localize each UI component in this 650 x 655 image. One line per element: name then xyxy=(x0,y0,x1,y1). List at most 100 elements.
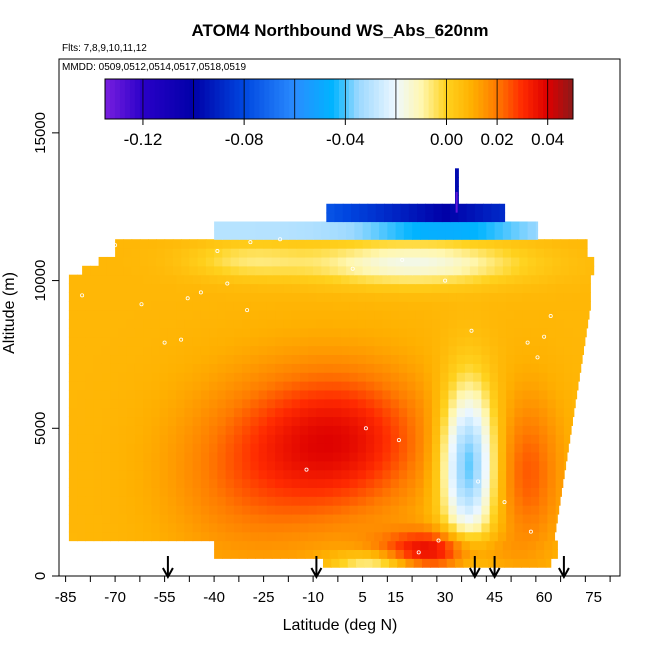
heatmap-cell xyxy=(258,407,268,418)
heatmap-cell xyxy=(238,230,248,240)
heatmap-cell xyxy=(266,363,276,373)
heatmap-cell xyxy=(440,496,449,506)
heatmap-cell xyxy=(266,345,276,356)
heatmap-cell xyxy=(354,265,364,276)
heatmap-cell xyxy=(308,434,317,444)
heatmap-cell xyxy=(407,469,416,480)
heatmap-cell xyxy=(85,318,95,329)
heatmap-cell xyxy=(266,513,276,524)
heatmap-cell xyxy=(172,248,182,258)
heatmap-cell xyxy=(436,549,446,559)
heatmap-cell xyxy=(506,469,515,480)
heatmap-cell xyxy=(308,416,317,426)
heatmap-cell xyxy=(481,460,491,471)
sample-point xyxy=(185,296,190,301)
colorbar-segment xyxy=(523,79,529,119)
heatmap-cell xyxy=(456,522,466,533)
heatmap-cell xyxy=(440,354,449,364)
heatmap-cell xyxy=(126,398,136,409)
heatmap-cell xyxy=(365,336,375,347)
sample-point xyxy=(139,302,144,307)
heatmap-cell xyxy=(530,469,540,480)
heatmap-cell xyxy=(222,265,232,276)
heatmap-cell xyxy=(275,301,284,311)
heatmap-cell xyxy=(176,407,185,418)
heatmap-cell xyxy=(242,327,251,338)
heatmap-cell xyxy=(230,221,240,231)
heatmap-cell xyxy=(456,363,466,373)
heatmap-cell xyxy=(522,407,532,418)
heatmap-cell xyxy=(296,239,306,249)
heatmap-cell xyxy=(101,283,111,293)
heatmap-cell xyxy=(367,203,377,214)
heatmap-cell xyxy=(258,372,268,382)
heatmap-cell xyxy=(233,363,243,373)
heatmap-cell xyxy=(530,522,540,533)
heatmap-cell xyxy=(455,186,459,196)
heatmap-cell xyxy=(337,230,347,240)
heatmap-cell xyxy=(547,292,557,302)
heatmap-cell xyxy=(522,363,532,373)
heatmap-cell xyxy=(167,425,177,435)
heatmap-cell xyxy=(283,389,293,400)
heatmap-cell xyxy=(379,540,388,551)
colorbar-segment xyxy=(448,79,455,119)
heatmap-cell xyxy=(118,496,128,506)
heatmap-cell xyxy=(448,327,458,338)
heatmap-cell xyxy=(159,318,169,329)
heatmap-cell xyxy=(242,496,251,506)
heatmap-cell xyxy=(506,354,515,364)
heatmap-cell xyxy=(230,239,240,249)
heatmap-cell xyxy=(349,460,359,471)
heatmap-cell xyxy=(283,381,293,391)
sample-point xyxy=(525,340,530,345)
heatmap-cell xyxy=(118,505,128,515)
heatmap-cell xyxy=(167,389,177,400)
sample-point xyxy=(225,281,230,286)
heatmap-cell xyxy=(324,513,334,524)
heatmap-cell xyxy=(580,310,590,320)
heatmap-cell xyxy=(390,434,400,444)
heatmap-cell xyxy=(159,443,169,453)
heatmap-cell xyxy=(291,434,301,444)
heatmap-cell xyxy=(101,301,111,311)
sample-points xyxy=(80,237,553,555)
heatmap-cell xyxy=(275,363,284,373)
heatmap-cell xyxy=(93,283,103,293)
heatmap-cell xyxy=(522,496,532,506)
heatmap-cell xyxy=(354,230,364,240)
heatmap-cell xyxy=(478,549,487,559)
heatmap-cell xyxy=(299,345,309,356)
heatmap-cell xyxy=(242,469,251,480)
heatmap-cell xyxy=(527,230,537,240)
heatmap-cell xyxy=(159,425,169,435)
heatmap-cell xyxy=(423,460,433,471)
heatmap-cell xyxy=(134,274,144,285)
heatmap-cell xyxy=(499,212,506,223)
heatmap-cell xyxy=(316,460,326,471)
heatmap-cell xyxy=(580,345,585,356)
heatmap-cell xyxy=(423,389,433,400)
heatmap-cell xyxy=(408,203,418,214)
heatmap-cell xyxy=(247,540,256,551)
heatmap-cell xyxy=(346,549,355,559)
heatmap-cell xyxy=(266,327,276,338)
heatmap-cell xyxy=(448,318,458,329)
heatmap-cell xyxy=(192,443,202,453)
heatmap-cell xyxy=(184,443,194,453)
heatmap-cell xyxy=(440,451,449,462)
heatmap-cell xyxy=(456,416,466,426)
heatmap-cell xyxy=(392,203,402,214)
heatmap-cell xyxy=(390,301,400,311)
heatmap-cell xyxy=(296,230,306,240)
heatmap-cell xyxy=(126,292,136,302)
heatmap-cell xyxy=(494,239,504,249)
heatmap-cell xyxy=(530,434,540,444)
heatmap-cell xyxy=(93,434,103,444)
heatmap-cell xyxy=(230,248,240,258)
heatmap-cell xyxy=(522,505,532,515)
heatmap-cell xyxy=(266,292,276,302)
heatmap-cell xyxy=(271,230,281,240)
heatmap-cell xyxy=(85,354,95,364)
heatmap-cell xyxy=(440,372,449,382)
